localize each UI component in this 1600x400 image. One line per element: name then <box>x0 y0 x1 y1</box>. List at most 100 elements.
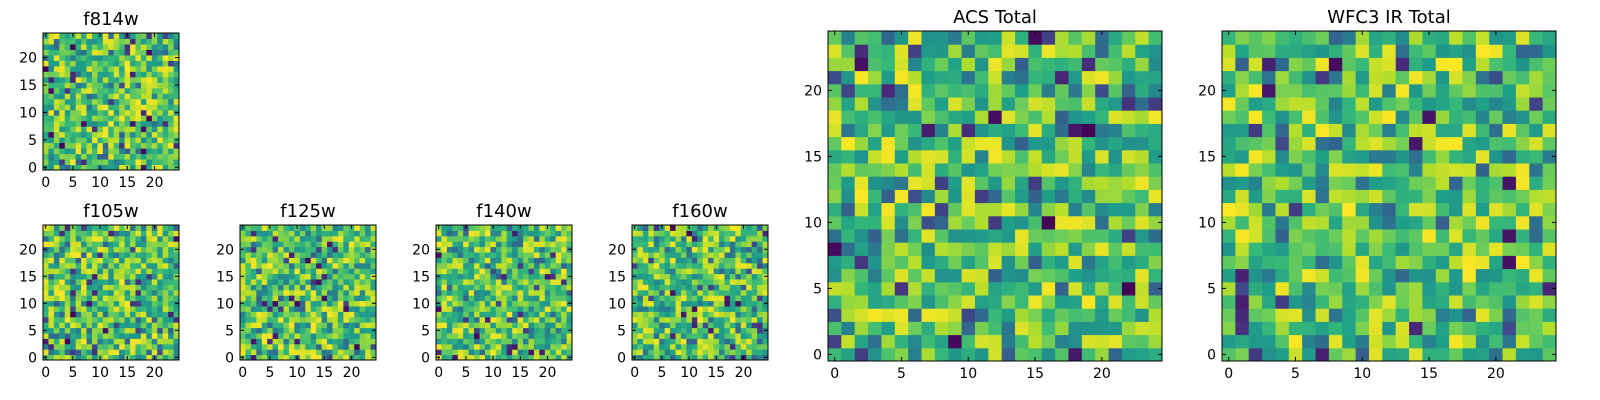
heatmap-cell <box>974 44 989 58</box>
heatmap-cell <box>124 54 131 61</box>
heatmap-cell <box>648 311 655 318</box>
heatmap-cell <box>1515 149 1530 164</box>
heatmap-cell <box>1342 163 1357 177</box>
heatmap-cell <box>343 322 350 329</box>
y-tick-label: 15 <box>412 269 430 285</box>
x-tick-label: 5 <box>461 365 470 381</box>
heatmap-cell <box>140 159 147 166</box>
heatmap-cell <box>1515 83 1530 98</box>
heatmap-cell <box>1422 202 1437 217</box>
heatmap-cell <box>632 289 638 296</box>
heatmap-cell <box>162 300 169 307</box>
heatmap-cell <box>735 333 742 339</box>
heatmap-cell <box>1489 57 1504 72</box>
heatmap-cell <box>490 235 497 242</box>
heatmap-cell <box>686 295 693 302</box>
heatmap-cell <box>256 306 263 312</box>
heatmap-cell <box>555 349 562 356</box>
heatmap-cell <box>740 343 747 350</box>
heatmap-cell <box>337 257 344 264</box>
heatmap-cell <box>272 284 279 291</box>
heatmap-cell <box>245 262 252 269</box>
heatmap-cell <box>173 284 180 291</box>
heatmap-cell <box>751 311 758 318</box>
heatmap-cell <box>310 279 317 285</box>
heatmap-cell <box>746 343 753 350</box>
heatmap-cell <box>708 230 715 237</box>
heatmap-cell <box>1028 255 1043 270</box>
heatmap-cell <box>686 306 693 312</box>
heatmap-cell <box>1108 321 1123 336</box>
heatmap-cell <box>664 225 671 231</box>
heatmap-cell <box>288 230 295 237</box>
heatmap-cell <box>988 70 1003 85</box>
heatmap-cell <box>490 333 497 339</box>
heatmap-cell <box>1015 202 1029 217</box>
heatmap-cell <box>316 295 323 302</box>
heatmap-cell <box>1395 110 1410 124</box>
heatmap-cell <box>702 327 709 334</box>
heatmap-cell <box>102 316 109 323</box>
heatmap-cell <box>1529 83 1544 98</box>
heatmap-cell <box>1235 255 1250 270</box>
heatmap-cell <box>113 333 120 339</box>
heatmap-cell <box>310 306 317 312</box>
heatmap-cell <box>1355 31 1370 45</box>
heatmap-cell <box>1041 57 1056 72</box>
heatmap-cell <box>653 252 660 258</box>
heatmap-cell <box>1302 334 1317 349</box>
heatmap-cell <box>299 343 306 350</box>
heatmap-cell <box>1475 44 1490 58</box>
x-tick-label: 15 <box>1026 366 1044 382</box>
heatmap-cell <box>245 268 252 275</box>
heatmap-cell <box>680 257 687 264</box>
heatmap-cell <box>168 327 175 334</box>
heatmap-cell <box>664 349 671 356</box>
heatmap-cell <box>495 252 502 258</box>
heatmap-cell <box>566 311 573 318</box>
heatmap-cell <box>173 93 180 100</box>
heatmap-cell <box>539 246 546 253</box>
heatmap-cell <box>151 327 158 334</box>
heatmap-cell <box>1041 97 1056 111</box>
heatmap-cell <box>299 333 306 339</box>
heatmap-cell <box>168 60 175 67</box>
heatmap-cell <box>1502 295 1517 309</box>
heatmap-cell <box>1041 321 1056 336</box>
heatmap-cell <box>1041 215 1056 230</box>
heatmap-cell <box>151 104 158 111</box>
heatmap-cell <box>162 273 169 280</box>
heatmap-cell <box>173 338 180 345</box>
y-tick-label: 0 <box>1207 347 1216 363</box>
heatmap-cell <box>86 273 93 280</box>
x-tick-label: 5 <box>1291 366 1300 382</box>
heatmap-cell <box>908 189 923 204</box>
heatmap-cell <box>173 316 180 323</box>
heatmap-cell <box>48 262 55 269</box>
heatmap-cell <box>86 142 93 149</box>
heatmap-cell <box>501 316 508 323</box>
heatmap-cell <box>1222 136 1236 151</box>
heatmap-cell <box>91 268 98 275</box>
heatmap-cell <box>1462 70 1477 85</box>
heatmap-cell <box>250 295 257 302</box>
heatmap-cell <box>130 295 136 302</box>
x-tick-label: 10 <box>1353 366 1371 382</box>
heatmap-cell <box>921 242 936 256</box>
heatmap-cell <box>740 338 747 345</box>
heatmap-cell <box>1435 242 1450 256</box>
heatmap-cell <box>102 300 109 307</box>
heatmap-cell <box>1135 229 1150 243</box>
heatmap-cell <box>702 225 709 231</box>
heatmap-cell <box>305 295 312 302</box>
heatmap-cell <box>441 338 448 345</box>
heatmap-cell <box>59 252 66 258</box>
heatmap-cell <box>1001 242 1016 256</box>
heatmap-cell <box>642 225 649 231</box>
heatmap-cell <box>140 93 147 100</box>
heatmap-cell <box>102 295 109 302</box>
heatmap-cell <box>1275 255 1290 270</box>
heatmap-cell <box>697 257 704 264</box>
heatmap-cell <box>1001 97 1016 111</box>
heatmap-cell <box>332 327 339 334</box>
